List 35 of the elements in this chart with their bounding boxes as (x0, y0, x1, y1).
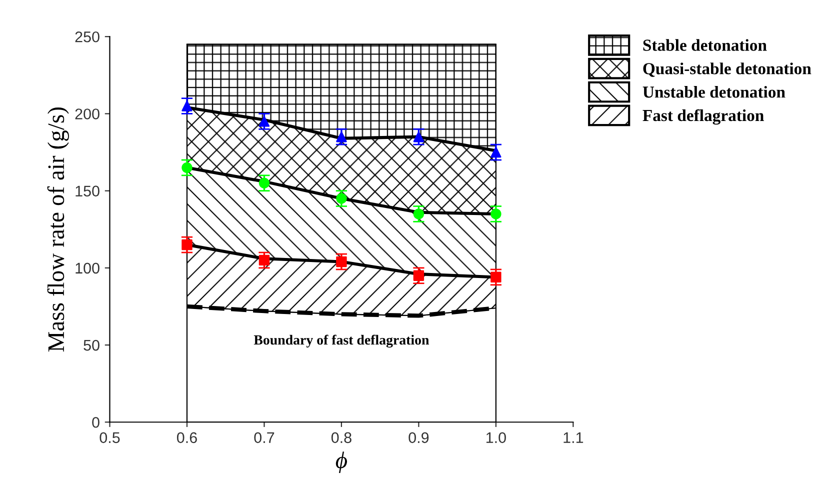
x-tick-label: 0.6 (176, 432, 197, 444)
x-tick-label: 0.5 (100, 432, 120, 444)
point (413, 208, 424, 220)
point (182, 239, 192, 250)
y-tick-label: 200 (75, 108, 100, 120)
point (336, 193, 347, 204)
point (258, 178, 270, 188)
annotation: Boundary of fast deflagration (254, 334, 430, 348)
x-tick-label: 0.9 (408, 432, 429, 444)
y-tick-label: 100 (76, 262, 100, 274)
x-tick-label: 1.0 (486, 432, 506, 444)
point (336, 131, 347, 142)
point (490, 272, 502, 283)
point (413, 131, 424, 142)
point (258, 254, 270, 266)
y-tick-label: 150 (76, 186, 100, 196)
legend-label: Quasi-stable detonation (643, 62, 812, 77)
point (182, 162, 192, 174)
point (182, 100, 192, 112)
x-tick-label: 1.1 (564, 432, 584, 443)
y-axis-title: Mass flow rate of air (g/s) (47, 107, 69, 352)
x-tick-label: 0.7 (254, 432, 274, 444)
y-tick-label: 50 (84, 340, 100, 351)
y-tick-label: 250 (75, 31, 100, 42)
point (490, 208, 502, 220)
legend-label: Unstable detonation (642, 86, 786, 98)
point (336, 256, 347, 268)
point (258, 116, 270, 127)
point (490, 146, 502, 158)
x-tick-label: 0.8 (331, 432, 352, 444)
legend-label: Fast deflagration (642, 109, 764, 125)
legend-label: Stable detonation (643, 39, 767, 51)
x-axis-title: ϕ (336, 452, 348, 474)
point (413, 270, 424, 281)
y-tick-label: 0 (92, 416, 100, 428)
